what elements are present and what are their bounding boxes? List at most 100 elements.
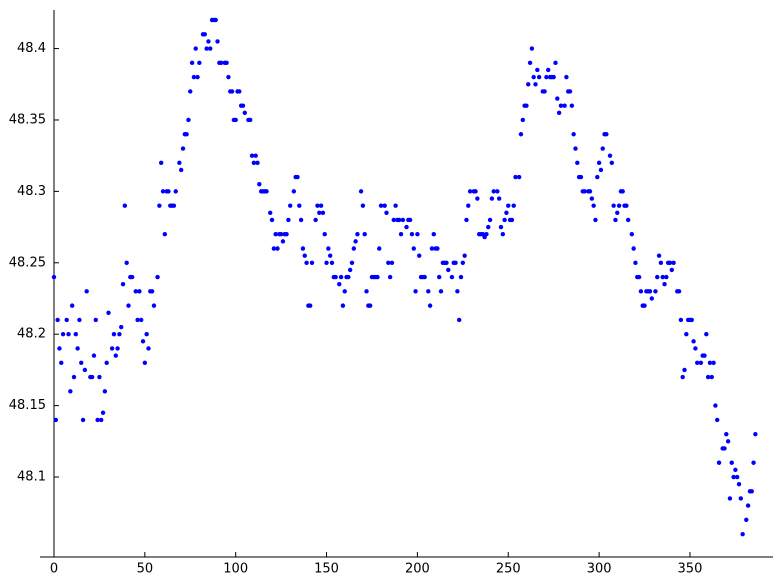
point — [113, 353, 118, 358]
point — [638, 289, 644, 294]
point — [137, 289, 142, 294]
point — [664, 274, 669, 280]
point — [80, 417, 86, 423]
x-tick-label: 250 — [496, 562, 521, 577]
point — [404, 224, 409, 230]
point — [215, 39, 220, 44]
point — [591, 203, 596, 208]
point — [724, 431, 729, 437]
point — [224, 60, 229, 66]
point — [456, 317, 462, 323]
point — [197, 60, 202, 66]
point — [157, 203, 162, 208]
point — [411, 246, 416, 251]
point — [691, 339, 696, 344]
point — [556, 110, 562, 116]
point — [295, 174, 300, 180]
point — [467, 189, 473, 194]
point — [535, 67, 540, 73]
point — [364, 289, 369, 294]
point — [367, 303, 373, 308]
point — [676, 289, 682, 294]
point — [609, 160, 615, 166]
point — [384, 210, 389, 216]
point — [173, 189, 178, 194]
point — [378, 203, 384, 208]
point — [578, 174, 584, 180]
point — [678, 317, 684, 323]
point — [526, 82, 531, 87]
point — [340, 303, 346, 308]
point — [257, 182, 262, 187]
point — [178, 167, 184, 173]
point — [51, 274, 57, 280]
point — [146, 346, 151, 351]
point — [702, 353, 707, 358]
point — [671, 260, 676, 265]
point — [171, 203, 177, 208]
point — [237, 89, 242, 94]
point — [438, 289, 444, 294]
point — [66, 332, 71, 337]
point — [662, 282, 667, 287]
point — [715, 417, 720, 423]
x-tick-label: 0 — [50, 562, 58, 577]
point — [735, 474, 740, 480]
point — [716, 460, 722, 465]
point — [429, 246, 435, 251]
point — [487, 217, 493, 223]
point — [466, 203, 471, 208]
point — [318, 203, 324, 208]
point — [733, 467, 738, 473]
point — [264, 189, 269, 194]
point — [195, 74, 200, 80]
point — [117, 332, 122, 337]
point — [248, 117, 253, 123]
point — [119, 324, 124, 330]
point — [587, 189, 593, 194]
y-tick-label: 48.35 — [9, 112, 46, 127]
point — [437, 274, 442, 280]
point — [727, 496, 733, 501]
point — [698, 360, 704, 365]
point — [351, 246, 357, 251]
y-tick-label: 48.2 — [17, 327, 46, 342]
point — [693, 346, 698, 351]
point — [567, 89, 573, 94]
point — [751, 460, 756, 465]
point — [524, 103, 529, 108]
point — [300, 246, 306, 251]
point — [355, 232, 360, 237]
point — [544, 74, 549, 80]
point — [684, 332, 689, 337]
point — [502, 217, 507, 223]
point — [707, 360, 713, 365]
point — [711, 360, 716, 365]
point — [389, 260, 395, 265]
point — [562, 103, 567, 108]
point — [288, 203, 293, 208]
point — [417, 253, 422, 258]
point — [180, 146, 186, 151]
point — [109, 346, 115, 351]
point — [342, 289, 347, 294]
point — [286, 217, 291, 223]
point — [268, 210, 273, 216]
point — [722, 446, 727, 451]
point — [111, 332, 117, 337]
point — [729, 460, 734, 465]
point — [309, 260, 315, 265]
x-tick-label: 300 — [587, 562, 612, 577]
point — [149, 289, 155, 294]
point — [347, 267, 353, 273]
point — [386, 260, 391, 265]
point — [99, 417, 104, 423]
point — [704, 332, 709, 337]
point — [509, 217, 515, 223]
point — [551, 74, 556, 80]
point — [740, 531, 745, 537]
x-tick-label: 200 — [405, 562, 430, 577]
point — [53, 417, 59, 423]
point — [615, 210, 620, 216]
